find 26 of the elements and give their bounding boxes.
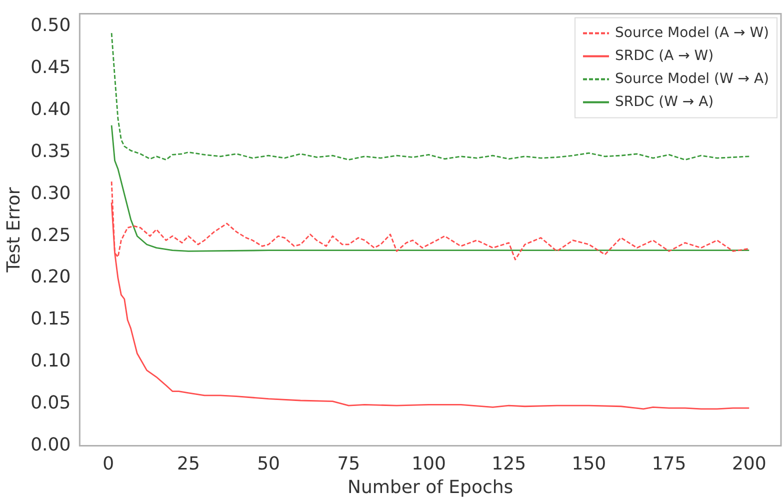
y-tick-label: 0.50 bbox=[30, 15, 71, 36]
legend-label: Source Model (A → W) bbox=[615, 24, 770, 41]
y-tick-label: 0.15 bbox=[30, 308, 71, 330]
y-tick-label: 0.05 bbox=[30, 392, 71, 414]
legend-label: Source Model (W → A) bbox=[615, 70, 770, 87]
legend-label: SRDC (A → W) bbox=[615, 48, 714, 64]
x-axis-title: Number of Epochs bbox=[348, 476, 514, 498]
legend-label: SRDC (W → A) bbox=[615, 94, 714, 110]
x-tick-label: 100 bbox=[412, 453, 446, 474]
x-tick-label: 175 bbox=[652, 453, 686, 474]
y-tick-label: 0.10 bbox=[30, 350, 71, 372]
y-tick-label: 0.25 bbox=[30, 224, 71, 246]
x-tick-label: 0 bbox=[102, 453, 114, 474]
y-tick-label: 0.00 bbox=[30, 434, 71, 456]
x-tick-label: 200 bbox=[732, 453, 766, 474]
y-tick-label: 0.40 bbox=[30, 98, 71, 120]
y-tick-label: 0.20 bbox=[30, 266, 71, 288]
y-tick-label: 0.45 bbox=[30, 56, 71, 78]
y-tick-label: 0.35 bbox=[30, 140, 71, 162]
x-tick-label: 150 bbox=[572, 453, 606, 474]
y-tick-label: 0.30 bbox=[30, 182, 71, 204]
x-tick-label: 50 bbox=[257, 453, 280, 474]
x-tick-label: 25 bbox=[176, 453, 200, 474]
x-tick-label: 75 bbox=[337, 453, 360, 474]
x-tick-label: 125 bbox=[492, 453, 526, 474]
y-axis-title: Test Error bbox=[3, 186, 24, 274]
